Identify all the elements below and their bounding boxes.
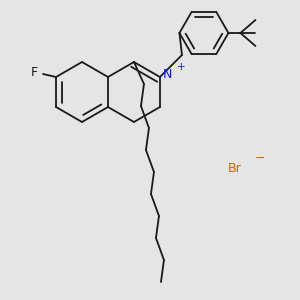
Text: +: + xyxy=(177,62,186,72)
Text: Br: Br xyxy=(228,161,242,175)
Text: −: − xyxy=(255,152,265,164)
Text: F: F xyxy=(31,67,38,80)
Text: N: N xyxy=(163,68,172,82)
